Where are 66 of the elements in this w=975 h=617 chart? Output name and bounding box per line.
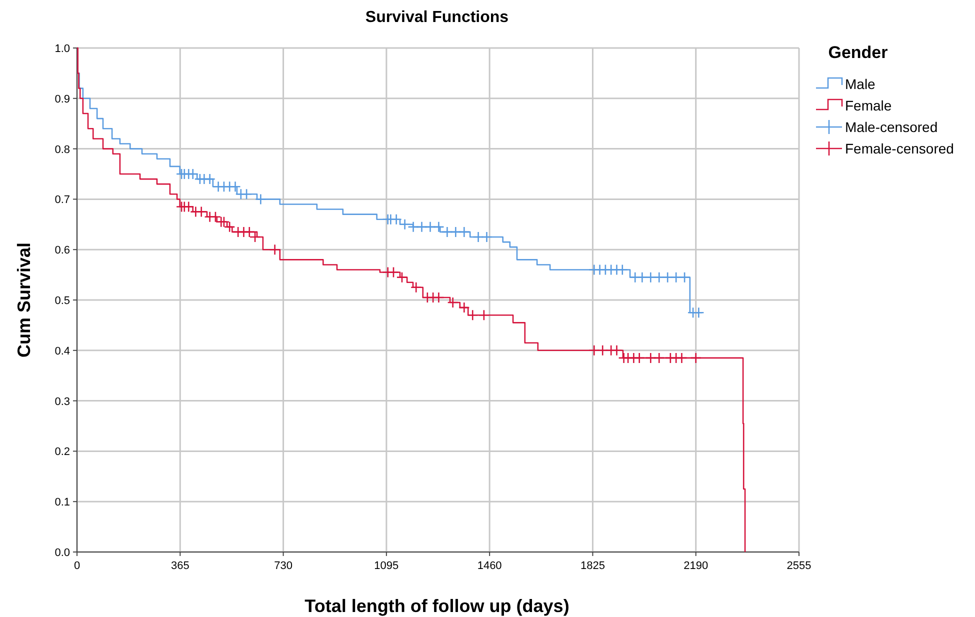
x-tick-label: 365 — [170, 560, 190, 572]
point — [634, 352, 645, 364]
legend-label: Male-censored — [845, 119, 938, 135]
point — [481, 231, 492, 243]
point — [424, 221, 436, 233]
point — [433, 221, 444, 233]
point — [693, 306, 704, 318]
y-tick-label: 0.4 — [54, 345, 70, 358]
point — [596, 344, 608, 356]
legend-label: Female-censored — [845, 140, 954, 156]
point — [662, 272, 674, 283]
y-tick-label: 0.6 — [54, 244, 70, 257]
point — [416, 221, 428, 233]
point — [450, 226, 462, 238]
point — [676, 352, 688, 364]
legend-title: Gender — [828, 43, 888, 62]
point — [472, 231, 484, 243]
point — [466, 309, 478, 321]
x-tick-label: 2555 — [786, 560, 812, 572]
point — [678, 272, 690, 283]
y-tick-label: 0.1 — [54, 496, 70, 509]
x-tick-label: 1460 — [477, 560, 502, 572]
point — [458, 302, 470, 314]
point — [653, 272, 665, 283]
y-tick-label: 0.8 — [54, 144, 70, 156]
point — [616, 264, 628, 276]
point — [670, 272, 682, 283]
point — [478, 309, 490, 321]
point — [442, 226, 453, 238]
point — [255, 194, 266, 205]
chart-title: Survival Functions — [365, 9, 509, 26]
x-tick-label: 2190 — [684, 560, 708, 572]
x-axis-title: Total length of follow up (days) — [304, 596, 570, 616]
legend-label: Female — [845, 98, 892, 114]
y-tick-label: 1.0 — [54, 43, 70, 55]
y-tick-label: 0.3 — [54, 396, 70, 408]
point — [388, 266, 400, 278]
y-tick-label: 0.2 — [54, 446, 70, 458]
point — [408, 221, 419, 233]
point — [240, 188, 252, 200]
point — [447, 296, 458, 308]
point — [588, 344, 600, 356]
point — [644, 272, 656, 283]
point — [636, 272, 648, 283]
point — [399, 218, 410, 230]
point — [690, 352, 702, 364]
point — [644, 352, 656, 364]
y-tick-label: 0.7 — [54, 194, 70, 206]
point — [458, 226, 470, 238]
y-tick-label: 0.0 — [54, 547, 70, 559]
point — [390, 214, 402, 226]
x-tick-label: 1095 — [374, 560, 399, 572]
point — [410, 282, 422, 294]
point — [653, 352, 665, 364]
y-tick-label: 0.9 — [54, 93, 70, 106]
y-axis-title: Cum Survival — [14, 242, 34, 358]
point — [196, 206, 207, 218]
point — [269, 244, 280, 256]
x-tick-label: 730 — [274, 560, 292, 572]
point — [204, 173, 216, 185]
x-tick-label: 0 — [74, 560, 80, 572]
y-tick-label: 0.5 — [54, 295, 70, 307]
point — [433, 292, 444, 304]
point — [396, 272, 408, 283]
x-tick-label: 1825 — [580, 560, 605, 572]
legend-label: Male — [845, 76, 876, 92]
